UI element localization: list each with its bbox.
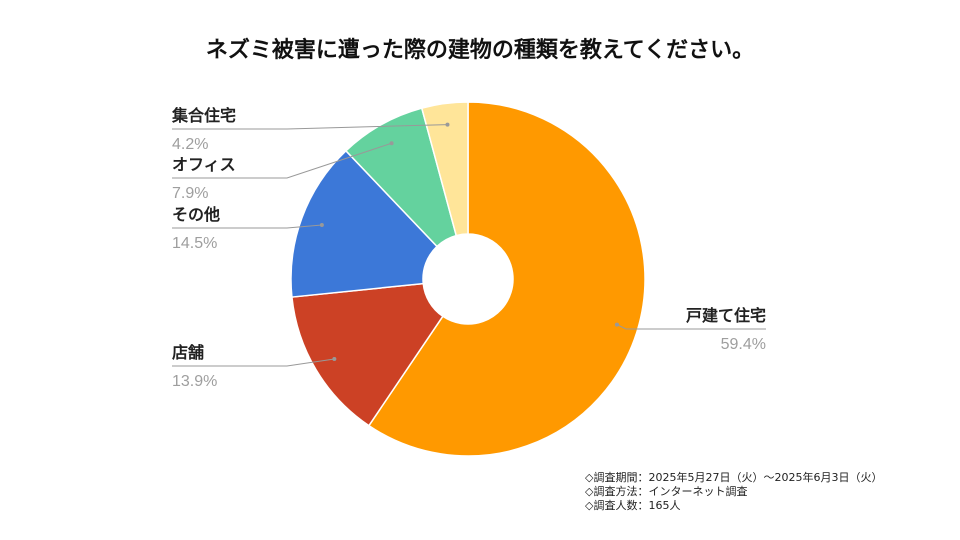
leader-line-0 <box>616 324 766 330</box>
slice-label-2: その他 <box>172 205 220 224</box>
leader-line-2 <box>172 224 322 229</box>
slice-value-2: 14.5% <box>172 235 217 252</box>
leader-line-1 <box>172 358 335 367</box>
slice-value-4: 4.2% <box>172 136 208 153</box>
leader-dot-0 <box>614 322 619 327</box>
chart-title: ネズミ被害に遭った際の建物の種類を教えてください。 <box>205 38 755 63</box>
leader-line-3 <box>172 142 392 179</box>
slice-value-1: 13.9% <box>172 373 217 390</box>
note-method: ◇調査方法：インターネット調査 <box>585 485 748 498</box>
slice-4 <box>420 101 469 237</box>
slice-label-3: オフィス <box>172 155 236 174</box>
note-count: ◇調査人数：165人 <box>585 499 681 512</box>
slice-label-0: 戸建て住宅 <box>686 306 766 325</box>
slice-1 <box>291 282 444 427</box>
leader-dot-1 <box>332 356 337 361</box>
survey-notes: ◇調査期間：2025年5月27日（火）〜2025年6月3日（火） ◇調査方法：イ… <box>585 471 882 513</box>
leader-dot-3 <box>389 141 394 146</box>
slice-label-4: 集合住宅 <box>171 106 236 125</box>
note-period: ◇調査期間：2025年5月27日（火）〜2025年6月3日（火） <box>585 471 883 484</box>
slice-label-1: 店舗 <box>172 343 204 362</box>
slice-value-3: 7.9% <box>172 185 208 202</box>
leader-dot-4 <box>445 122 450 127</box>
slice-value-0: 59.4% <box>721 336 766 353</box>
leader-dot-2 <box>319 223 324 228</box>
slice-0 <box>367 101 646 457</box>
leader-line-4 <box>172 124 448 130</box>
